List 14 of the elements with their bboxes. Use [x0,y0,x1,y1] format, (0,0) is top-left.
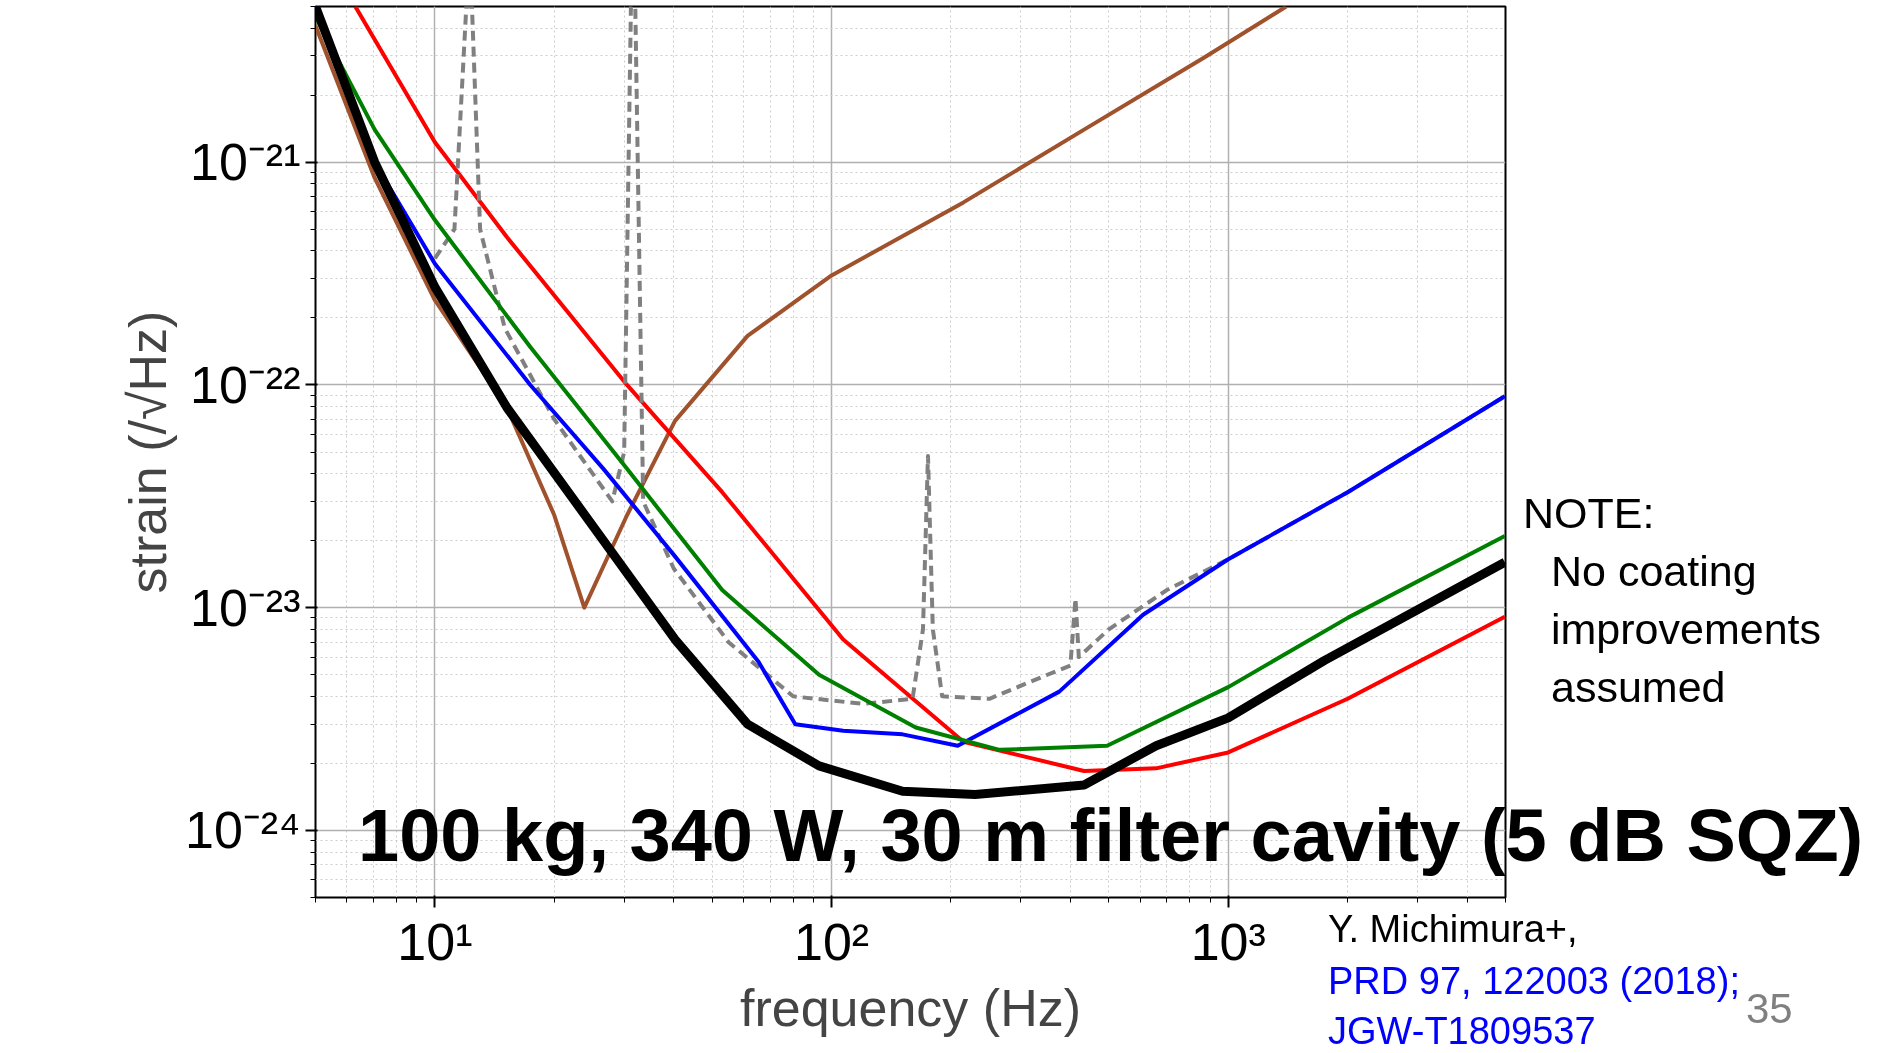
y-tick-label: 10⁻²¹ [190,133,301,192]
x-tick-label: 10² [794,912,870,971]
y-tick-label: 10⁻²² [190,355,301,414]
x-axis-title: frequency (Hz) [740,978,1081,1037]
text: PRD 97, 122003 (2018); [1328,959,1740,1004]
x-tick-label: 10³ [1190,912,1266,971]
x-tick-label: 10¹ [397,912,473,971]
y-tick-label: 10⁻²⁴ [185,801,301,860]
text: 35 [1746,984,1793,1034]
text: Y. Michimura+, [1328,907,1578,952]
y-tick-label: 10⁻²³ [190,578,301,637]
text: JGW-T1809537 [1328,1009,1596,1053]
text: NOTE: No coating improvements assumed [1523,488,1822,713]
y-axis-title: strain (/√Hz) [119,310,177,594]
